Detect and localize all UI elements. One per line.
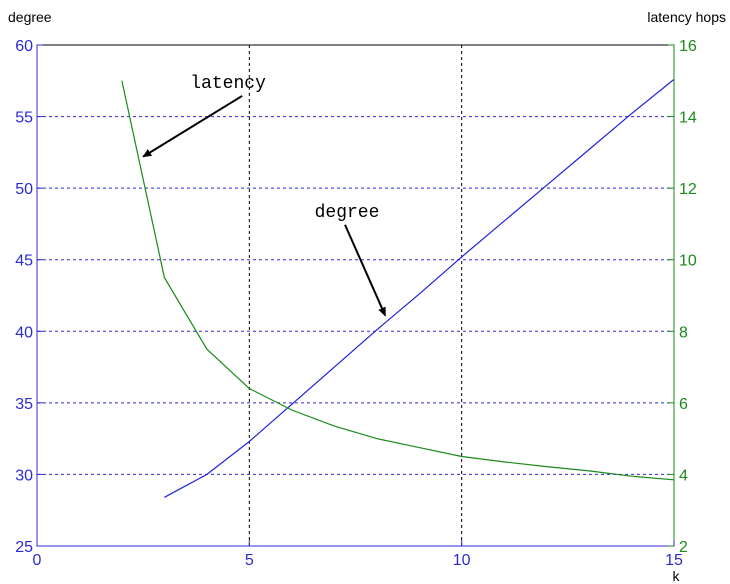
left-tick-label: 60 <box>15 38 33 55</box>
left-axis-title: degree <box>8 9 52 25</box>
x-axis-label: k <box>673 568 681 584</box>
x-tick-label: 15 <box>665 552 683 569</box>
plot-area <box>36 44 675 547</box>
left-tick-label: 40 <box>15 324 33 341</box>
left-tick-label: 30 <box>15 467 33 484</box>
annotation-arrow-degree <box>344 224 387 317</box>
axis-ticks: 25 30 35 40 45 50 55 60 2 4 6 8 10 12 14 16 0 5 10 15 <box>15 38 697 569</box>
left-tick-label: 25 <box>15 539 33 556</box>
left-tick-label: 45 <box>15 253 33 270</box>
series-lines <box>121 78 675 498</box>
right-tick-label: 12 <box>679 181 697 198</box>
x-tick-label: 5 <box>245 552 254 569</box>
right-tick-label: 14 <box>679 110 697 127</box>
x-tick-label: 0 <box>33 552 42 569</box>
series-line-latency <box>121 80 675 481</box>
annotation-label-latency: latency <box>190 74 266 94</box>
annotation-label-degree: degree <box>315 203 380 223</box>
left-tick-label: 50 <box>15 181 33 198</box>
annotation-arrow-latency <box>142 95 243 158</box>
left-tick-label: 55 <box>15 110 33 127</box>
right-tick-label: 4 <box>679 467 688 484</box>
right-tick-label: 6 <box>679 396 688 413</box>
grid-lines <box>37 45 674 546</box>
left-tick-label: 35 <box>15 396 33 413</box>
right-tick-label: 2 <box>679 539 688 556</box>
series-line-degree <box>164 78 675 498</box>
annotations: latency degree <box>142 74 387 317</box>
right-tick-label: 16 <box>679 38 697 55</box>
right-tick-label: 10 <box>679 253 697 270</box>
right-tick-label: 8 <box>679 324 688 341</box>
x-tick-label: 10 <box>453 552 471 569</box>
right-axis-title: latency hops <box>647 9 726 25</box>
